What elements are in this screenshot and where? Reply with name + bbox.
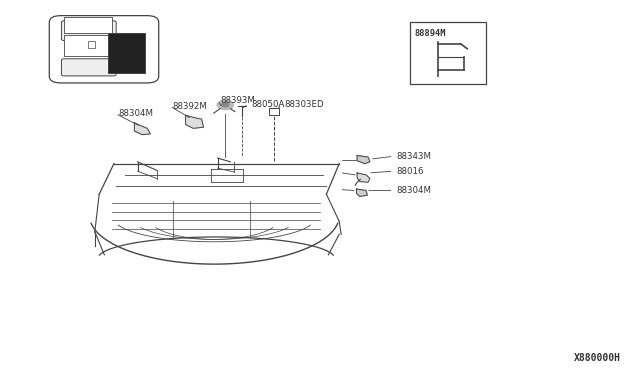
Text: 88016: 88016 [397,167,424,176]
Text: 88343M: 88343M [397,152,432,161]
Polygon shape [357,173,370,182]
Bar [88,41,95,48]
Bar [269,108,279,115]
Text: X880000H: X880000H [574,353,621,363]
Circle shape [217,100,234,110]
Bar [410,22,486,84]
Text: 88393M: 88393M [221,96,255,105]
FancyBboxPatch shape [144,61,158,76]
Text: 88894M: 88894M [415,29,446,38]
Polygon shape [356,189,367,196]
FancyBboxPatch shape [49,16,159,83]
Text: 88303ED: 88303ED [285,100,324,109]
Circle shape [221,103,229,107]
Polygon shape [357,155,370,164]
FancyBboxPatch shape [144,24,158,38]
FancyBboxPatch shape [50,24,64,38]
Text: 88392M: 88392M [173,102,207,110]
FancyBboxPatch shape [61,21,116,41]
Polygon shape [186,115,204,128]
FancyBboxPatch shape [61,59,116,76]
Text: 88050A: 88050A [252,100,285,109]
Text: 88304M: 88304M [118,109,154,118]
Bar [108,33,145,73]
FancyBboxPatch shape [50,61,64,76]
Polygon shape [134,123,150,135]
Bar [64,17,111,33]
Bar [64,35,111,56]
Text: 88304M: 88304M [397,186,432,195]
